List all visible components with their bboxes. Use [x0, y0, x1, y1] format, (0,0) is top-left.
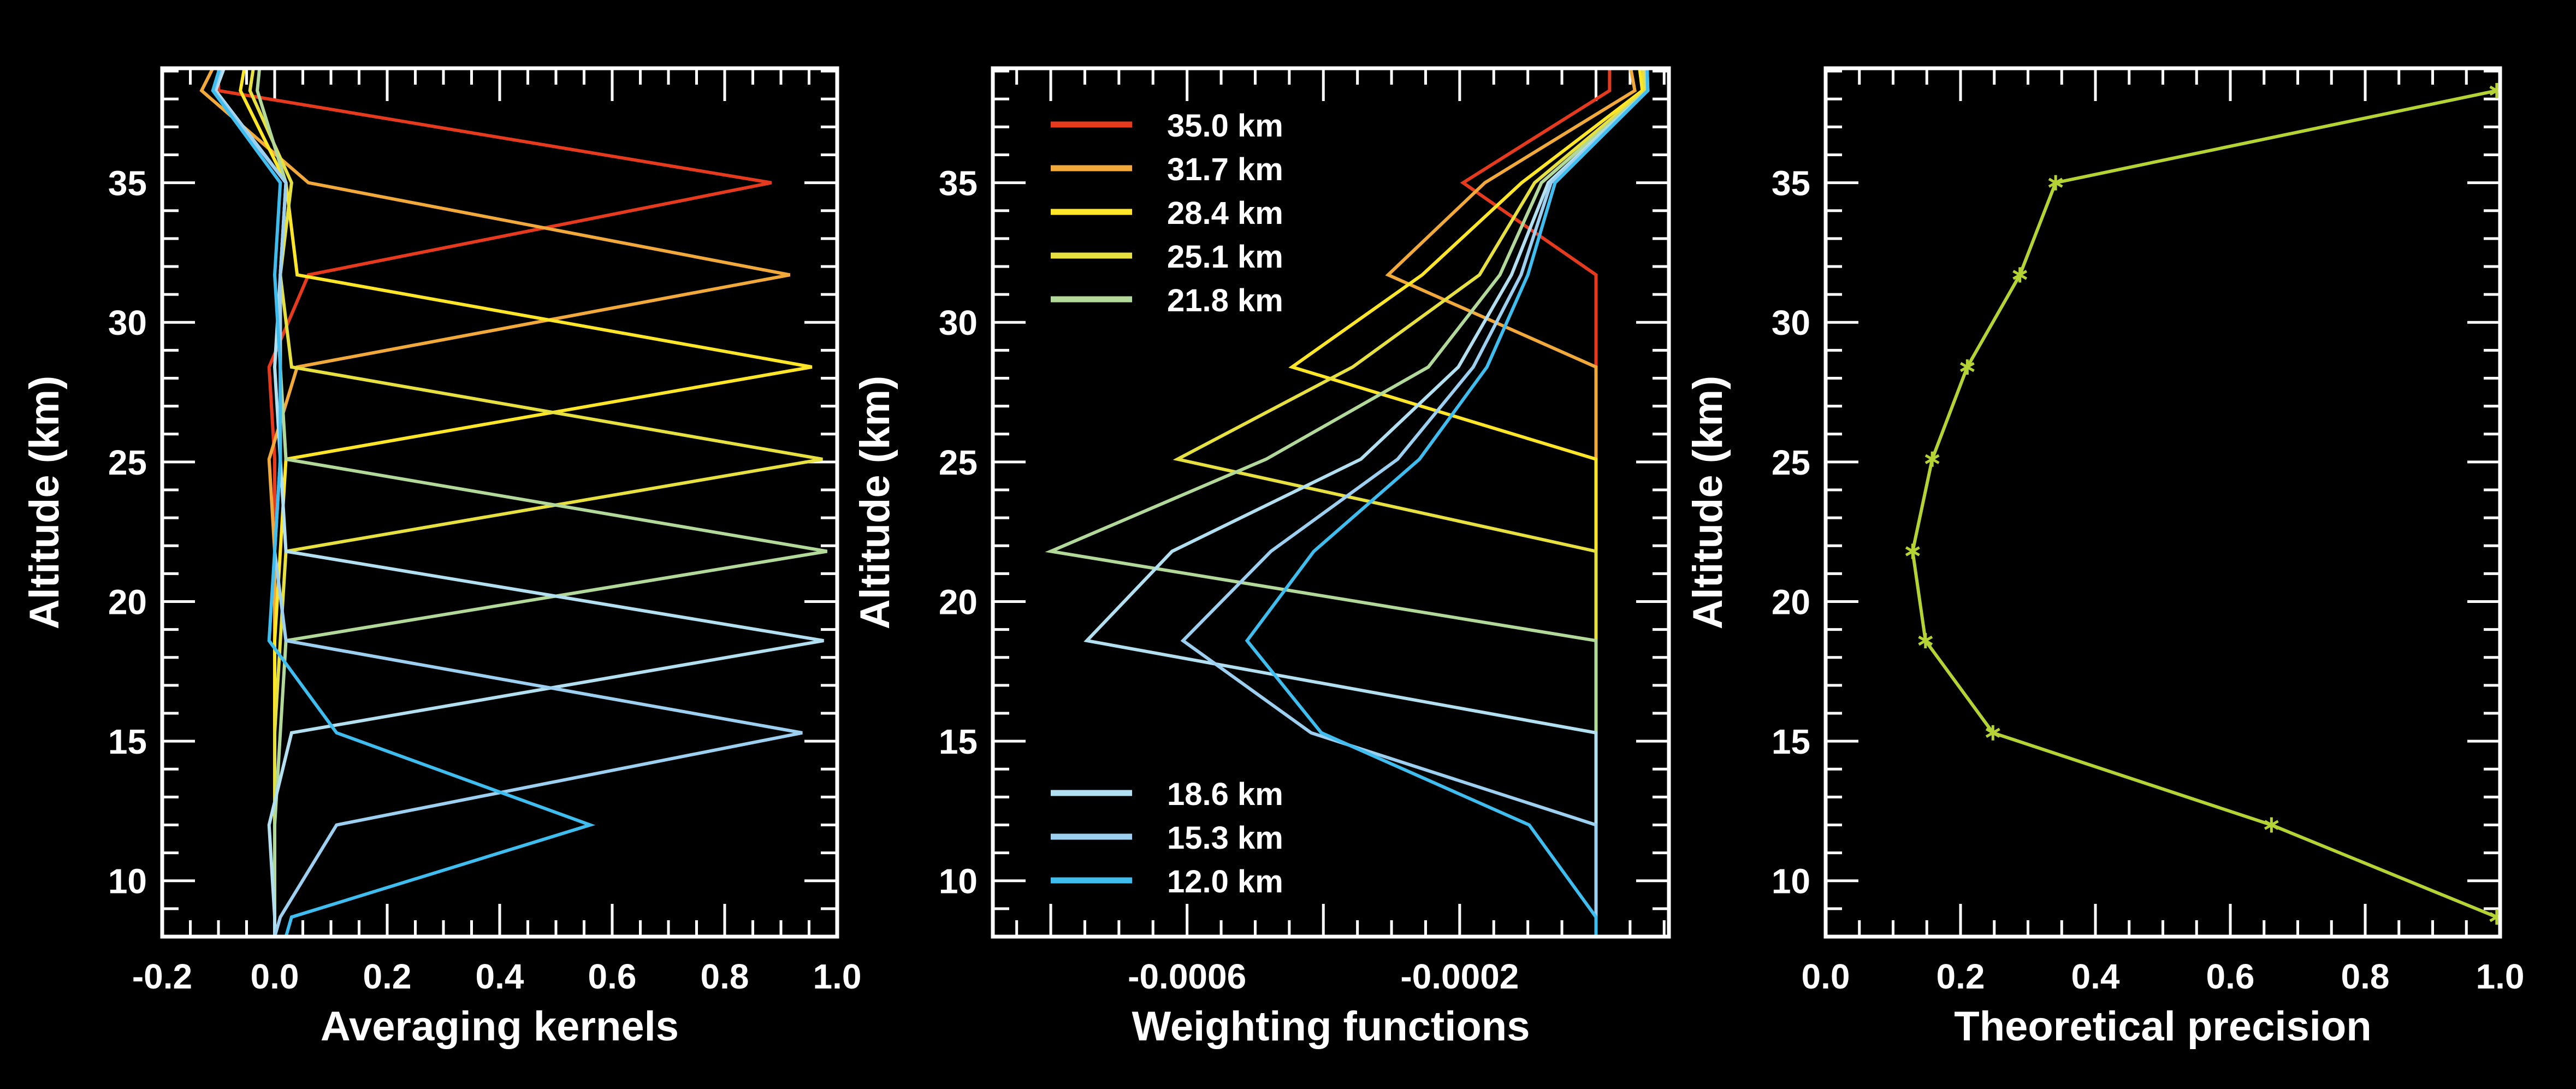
- y-tick-label: 30: [939, 303, 978, 342]
- marker-stroke: [1918, 635, 1933, 646]
- y-tick-label: 10: [108, 862, 147, 901]
- series-line-21-8-km: [1045, 68, 1649, 937]
- panel-averaging-kernels: -0.2 0.0 0.2 0.4 0.6 0.8 1.0 10 15 20 25 30 35 Averag…: [21, 66, 862, 1050]
- marker-stroke: [1924, 454, 1940, 464]
- y-tick-label: 30: [1772, 303, 1810, 342]
- y-tick-label: 10: [1772, 862, 1810, 901]
- data-point-marker: [2489, 82, 2500, 98]
- legend-label: 31.7 km: [1167, 152, 1283, 187]
- marker-stroke: [2012, 270, 2028, 280]
- y-tick-label: 20: [1772, 582, 1810, 622]
- marker-stroke: [2048, 177, 2063, 188]
- series-line-12-0-km: [211, 68, 596, 937]
- legend-item: 18.6 km: [1051, 777, 1283, 812]
- series-line-15-3-km: [212, 68, 803, 937]
- x-tick-label: 0.4: [2071, 957, 2120, 996]
- series-group: [1045, 68, 1650, 937]
- legend-item: 25.1 km: [1051, 239, 1283, 275]
- series-line-18-6-km: [214, 68, 824, 937]
- legend-label: 25.1 km: [1167, 239, 1283, 275]
- legend-label: 15.3 km: [1167, 820, 1283, 856]
- data-point-marker: [2012, 267, 2028, 283]
- panel-weighting-functions: -0.0006 -0.0002 10 15 20 25 30 35 Weighting func…: [852, 66, 1671, 1050]
- legend-item: 21.8 km: [1051, 283, 1283, 318]
- series-group: [199, 68, 828, 937]
- plot-frame: [991, 66, 1671, 939]
- x-tick-label: -0.0002: [1400, 957, 1519, 996]
- series-group: [1905, 82, 2500, 925]
- y-tick-label: 25: [1772, 443, 1810, 482]
- marker-stroke: [1905, 546, 1920, 557]
- x-axis-title: Weighting functions: [1132, 1003, 1530, 1050]
- legend-item: 28.4 km: [1051, 196, 1283, 231]
- data-point-marker: [1924, 451, 1940, 467]
- x-tick-label: 0.2: [363, 957, 412, 996]
- data-point-marker: [2048, 175, 2063, 191]
- x-axis-title: Averaging kernels: [321, 1003, 679, 1050]
- y-axis-title: Altitude (km): [1685, 376, 1731, 629]
- data-point-marker: [1985, 725, 2000, 741]
- data-point-marker: [2264, 817, 2279, 833]
- data-point-marker: [1905, 543, 1920, 559]
- plot-frame: [160, 66, 839, 939]
- legend-label: 28.4 km: [1167, 196, 1283, 231]
- data-point-marker: [2489, 909, 2500, 925]
- x-tick-label: 0.8: [2341, 957, 2390, 996]
- marker-stroke: [2489, 913, 2500, 922]
- legend-label: 35.0 km: [1167, 108, 1283, 144]
- series-line-precision: [1911, 88, 2497, 919]
- series-line-21-8-km: [256, 68, 828, 937]
- legend-label: 12.0 km: [1167, 864, 1283, 899]
- series-line-12-0-km: [1245, 68, 1650, 937]
- y-tick-label: 15: [108, 722, 147, 761]
- x-tick-label: 0.8: [701, 957, 749, 996]
- panel-theoretical-precision: 0.0 0.2 0.4 0.6 0.8 1.0 10 15 20 25 30 35 Theoretica…: [1685, 66, 2525, 1050]
- y-tick-label: 10: [939, 862, 978, 901]
- data-point-marker: [1959, 359, 1975, 375]
- y-tick-label: 25: [939, 443, 978, 482]
- y-tick-label: 20: [108, 582, 147, 622]
- y-axis-title: Altitude (km): [21, 376, 68, 629]
- data-point-marker: [1918, 633, 1933, 649]
- series-line-15-3-km: [1180, 68, 1650, 937]
- y-tick-label: 35: [1772, 164, 1810, 203]
- x-tick-label: 0.6: [2206, 957, 2255, 996]
- x-tick-label: 0.2: [1937, 957, 1985, 996]
- y-axis-title: Altitude (km): [852, 376, 898, 629]
- x-tick-label: 1.0: [2476, 957, 2525, 996]
- series-line-31-7-km: [1385, 68, 1637, 937]
- x-tick-label: 0.6: [588, 957, 637, 996]
- marker-stroke: [1959, 362, 1975, 372]
- marker-stroke: [2264, 820, 2279, 830]
- marker-stroke: [2489, 87, 2500, 96]
- legend-item: 12.0 km: [1051, 864, 1283, 899]
- y-tick-label: 35: [939, 164, 978, 203]
- y-tick-label: 30: [108, 303, 147, 342]
- y-tick-label: 15: [1772, 722, 1810, 761]
- y-tick-label: 35: [108, 164, 147, 203]
- legend-item: 35.0 km: [1051, 108, 1283, 144]
- series-line-35-0-km: [217, 68, 772, 937]
- y-tick-label: 20: [939, 582, 978, 622]
- x-tick-label: -0.0006: [1128, 957, 1246, 996]
- y-tick-label: 15: [939, 722, 978, 761]
- legend-label: 18.6 km: [1167, 777, 1283, 812]
- x-tick-label: 0.4: [476, 957, 524, 996]
- series-line-28-4-km: [239, 68, 813, 937]
- marker-stroke: [1985, 727, 2000, 738]
- x-tick-label: 1.0: [813, 957, 862, 996]
- plot-frame: [1823, 66, 2502, 939]
- x-tick-label: 0.0: [251, 957, 299, 996]
- x-tick-label: -0.2: [132, 957, 192, 996]
- x-tick-label: 0.0: [1802, 957, 1850, 996]
- legend-item: 15.3 km: [1051, 820, 1283, 856]
- y-tick-label: 25: [108, 443, 147, 482]
- legend-item: 31.7 km: [1051, 152, 1283, 187]
- legend-label: 21.8 km: [1167, 283, 1283, 318]
- x-axis-title: Theoretical precision: [1954, 1003, 2371, 1050]
